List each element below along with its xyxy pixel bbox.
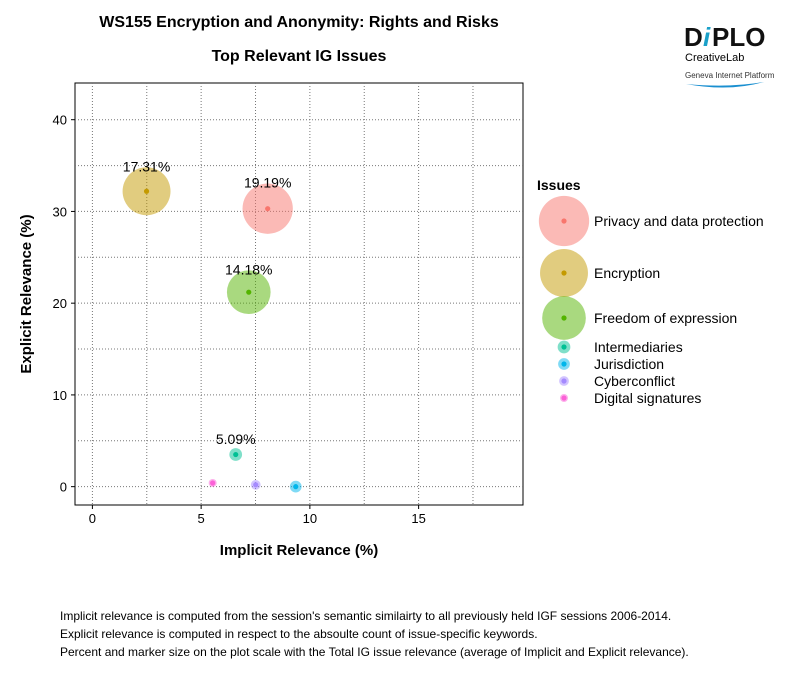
point-center [210,480,216,486]
y-tick-label: 40 [53,113,67,128]
legend-label: Intermediaries [594,339,683,355]
x-tick-label: 15 [411,511,425,526]
chart-subtitle: Top Relevant IG Issues [211,48,387,65]
legend-label: Privacy and data protection [594,213,764,229]
legend-label: Freedom of expression [594,310,737,326]
legend-key-center [561,344,567,350]
chart-title: WS155 Encryption and Anonymity: Rights a… [99,14,499,31]
y-tick-label: 20 [53,296,67,311]
svg-text:Geneva Internet Platform: Geneva Internet Platform [685,71,774,80]
scatter-plot: 0 5 10 15 0 10 20 30 40 Implicit Relevance (%) Exp… [18,82,764,559]
point-center [143,188,150,194]
svg-text:D: D [684,22,703,52]
diplo-logo: D i PLO CreativeLab Geneva Internet Plat… [684,22,775,97]
legend-label: Jurisdiction [594,356,664,372]
legend-key-center [561,218,567,224]
x-tick-label: 5 [198,511,205,526]
point-label: 17.31% [123,158,170,174]
legend-label: Encryption [594,265,660,281]
legend-title: Issues [537,177,581,193]
point-center [265,206,271,212]
point-label: 14.18% [225,261,272,277]
plot-area [74,82,524,506]
point-center [233,451,239,458]
point-center [293,484,299,490]
point-center [246,289,252,295]
svg-text:CreativeLab: CreativeLab [685,52,744,64]
point-label: 5.09% [216,431,256,447]
y-tick-label: 0 [60,480,67,495]
legend-key-center [561,315,567,321]
x-axis-label: Implicit Relevance (%) [220,542,378,559]
footnote-3: Percent and marker size on the plot scal… [60,645,689,659]
point-center [253,482,259,488]
legend-key-center [561,395,567,401]
svg-text:i: i [703,22,711,52]
footnote-2: Explicit relevance is computed in respec… [60,627,538,641]
footnote-1: Implicit relevance is computed from the … [60,609,672,623]
x-tick-label: 0 [89,511,96,526]
legend-label: Cyberconflict [594,373,675,389]
legend-key-center [561,270,567,276]
point-label: 19.19% [244,175,291,191]
x-tick-label: 10 [303,511,317,526]
legend-key-center [561,361,567,367]
y-tick-label: 30 [53,204,67,219]
logo-graphic: D i PLO CreativeLab Geneva Internet Plat… [684,22,775,88]
legend-key-center [561,378,567,384]
svg-text:PLO: PLO [712,22,765,52]
legend-label: Digital signatures [594,390,701,406]
y-tick-label: 10 [53,388,67,403]
y-axis-label: Explicit Relevance (%) [18,214,35,373]
